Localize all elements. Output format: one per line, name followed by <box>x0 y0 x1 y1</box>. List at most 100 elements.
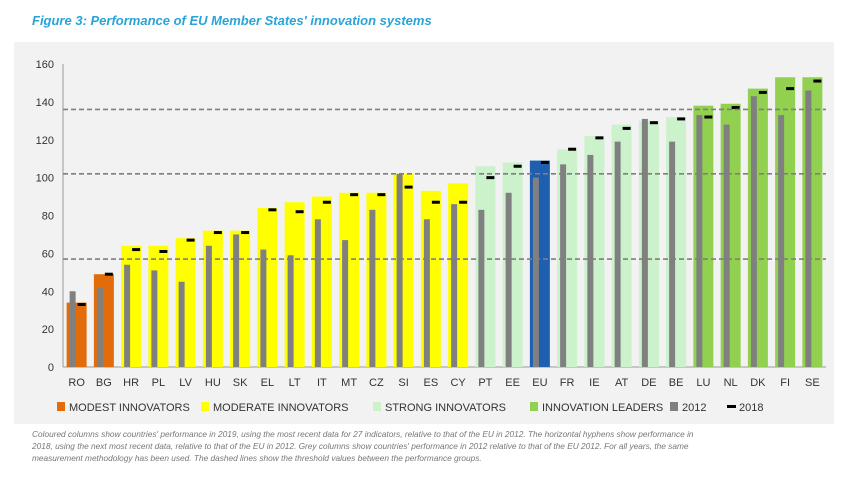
marker-2018-it <box>322 200 331 204</box>
legend-strong-innovators-swatch <box>373 402 381 411</box>
bar-2012-pl <box>151 270 158 367</box>
x-tick-label-lt: LT <box>289 377 301 389</box>
bar-2012-nl <box>723 124 730 367</box>
y-tick-label: 40 <box>42 286 54 298</box>
y-tick-label: 120 <box>36 135 54 147</box>
bar-2012-fr <box>560 164 567 367</box>
legend-2012-label: 2012 <box>682 402 706 414</box>
marker-2018-ie <box>595 136 604 140</box>
x-tick-label-ro: RO <box>68 377 85 389</box>
legend-moderate-innovators-swatch <box>201 402 209 411</box>
marker-2018-lu <box>704 115 713 119</box>
marker-2018-de <box>649 121 658 125</box>
bar-2012-be <box>669 141 676 367</box>
marker-2018-si <box>404 185 413 189</box>
marker-2018-lt <box>295 210 304 214</box>
chart-panel: 0 20 40 60 80 100 120 140 160 RO BG HR PL LV HU SK EL LT I… <box>14 42 834 424</box>
bar-2012-at <box>614 141 621 367</box>
bar-2012-se <box>805 90 812 367</box>
legend-2018-label: 2018 <box>739 402 763 414</box>
chart-note: Coloured columns show countries' perform… <box>32 428 832 464</box>
marker-2018-cz <box>377 193 386 197</box>
marker-2018-fr <box>568 147 577 151</box>
bar-2012-cz <box>369 209 376 367</box>
x-tick-label-pt: PT <box>478 377 492 389</box>
x-tick-label-lu: LU <box>696 377 710 389</box>
bar-2012-hu <box>205 245 212 367</box>
bar-2012-fi <box>778 115 785 367</box>
bar-2012-el <box>260 249 267 367</box>
marker-2018-bg <box>104 272 113 276</box>
y-tick-label: 140 <box>36 97 54 109</box>
marker-2018-at <box>622 126 631 130</box>
x-tick-label-sk: SK <box>233 377 248 389</box>
x-tick-label-cy: CY <box>450 377 466 389</box>
bar-2012-cy <box>451 204 458 367</box>
x-tick-label-de: DE <box>641 377 656 389</box>
note-line-2: 2018, using the next most recent data, r… <box>32 441 689 451</box>
marker-2018-fi <box>786 87 795 91</box>
marker-2018-se <box>813 79 822 83</box>
marker-2018-be <box>677 117 686 121</box>
y-tick-label: 60 <box>42 248 54 260</box>
x-tick-label-se: SE <box>805 377 820 389</box>
note-line-1: Coloured columns show countries' perform… <box>32 429 694 439</box>
y-tick-label: 160 <box>36 59 54 71</box>
marker-2018-pl <box>159 249 168 253</box>
marker-2018-pt <box>486 176 495 180</box>
marker-2018-es <box>431 200 440 204</box>
x-tick-label-eu: EU <box>532 377 547 389</box>
x-tick-label-es: ES <box>424 377 439 389</box>
legend-strong-innovators-label: STRONG INNOVATORS <box>385 402 506 414</box>
x-tick-label-be: BE <box>669 377 684 389</box>
bar-2012-de <box>641 118 648 367</box>
x-tick-label-bg: BG <box>96 377 112 389</box>
y-tick-label: 0 <box>48 362 54 374</box>
marker-2018-dk <box>758 90 767 94</box>
x-tick-label-lv: LV <box>179 377 192 389</box>
legend-moderate-innovators-label: MODERATE INNOVATORS <box>213 402 348 414</box>
marker-2018-lv <box>186 238 195 242</box>
y-tick-label: 80 <box>42 211 54 223</box>
bar-2012-bg <box>96 287 103 367</box>
bar-2012-sk <box>233 234 240 367</box>
y-tick-label: 20 <box>42 324 54 336</box>
x-tick-label-si: SI <box>398 377 408 389</box>
x-tick-label-cz: CZ <box>369 377 384 389</box>
bar-2012-mt <box>342 240 349 367</box>
bar-2012-lt <box>287 255 294 367</box>
x-tick-label-at: AT <box>615 377 629 389</box>
marker-2018-hr <box>132 248 141 252</box>
x-tick-label-fr: FR <box>560 377 575 389</box>
y-tick-label: 100 <box>36 173 54 185</box>
figure-title: Figure 3: Performance of EU Member State… <box>32 13 432 28</box>
marker-2018-nl <box>731 106 740 110</box>
innovation-bar-chart: 0 20 40 60 80 100 120 140 160 RO BG HR PL LV HU SK EL LT I… <box>36 59 826 414</box>
bar-2012-lv <box>178 281 185 367</box>
bar-2012-si <box>396 173 403 367</box>
x-tick-label-mt: MT <box>341 377 357 389</box>
bar-2012-ie <box>587 154 594 367</box>
legend-modest-innovators-label: MODEST INNOVATORS <box>69 402 190 414</box>
marker-2018-sk <box>241 231 250 235</box>
bar-2012-es <box>423 219 430 367</box>
x-tick-label-it: IT <box>317 377 327 389</box>
bar-2012-ro <box>69 291 76 367</box>
note-line-3: measurement methodology has been used. T… <box>32 453 482 463</box>
marker-2018-ro <box>77 303 86 307</box>
legend-innovation-leaders-swatch <box>530 402 538 411</box>
legend-innovation-leaders-label: INNOVATION LEADERS <box>542 402 663 414</box>
legend-2012-swatch <box>670 402 678 411</box>
marker-2018-cy <box>459 200 468 204</box>
legend-2018-swatch <box>727 405 736 408</box>
marker-2018-el <box>268 208 277 212</box>
bar-2012-eu <box>532 177 539 367</box>
bar-2012-hr <box>124 264 131 367</box>
legend-modest-innovators-swatch <box>57 402 65 411</box>
x-tick-label-hu: HU <box>205 377 221 389</box>
x-tick-label-ie: IE <box>589 377 599 389</box>
x-tick-label-nl: NL <box>724 377 738 389</box>
bar-2012-it <box>314 219 321 367</box>
bar-2012-dk <box>750 96 757 367</box>
marker-2018-eu <box>540 160 549 164</box>
